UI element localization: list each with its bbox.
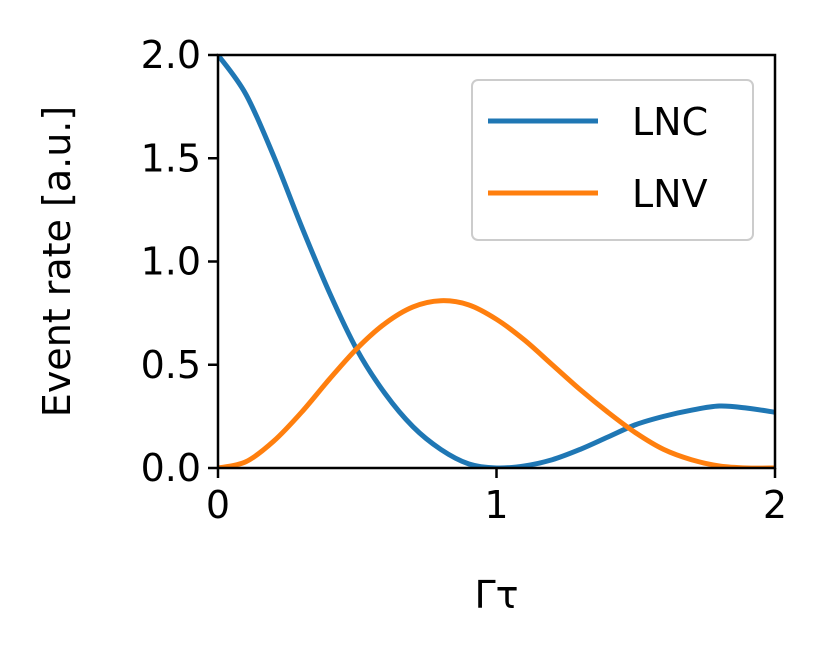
x-tick-label: 1 bbox=[484, 483, 508, 527]
y-tick-label: 1.0 bbox=[141, 240, 201, 284]
legend-box bbox=[471, 79, 754, 241]
legend-label-lnv: LNV bbox=[632, 172, 708, 216]
y-axis-label: Event rate [a.u.] bbox=[35, 106, 79, 417]
legend: LNC LNV bbox=[471, 79, 754, 241]
y-tick-label: 1.5 bbox=[141, 136, 201, 180]
legend-label-lnc: LNC bbox=[632, 100, 708, 144]
y-tick-label: 0.0 bbox=[141, 446, 201, 490]
ticks-layer: 0 1 2 0.0 0.5 1.0 1.5 2.0 bbox=[141, 33, 788, 527]
y-tick-label: 0.5 bbox=[141, 343, 201, 387]
x-tick-label: 0 bbox=[206, 483, 230, 527]
y-tick-label: 2.0 bbox=[141, 33, 201, 77]
x-axis-label: Γτ bbox=[474, 573, 518, 617]
series-line-lnv bbox=[218, 298, 775, 468]
x-tick-label: 2 bbox=[763, 483, 787, 527]
